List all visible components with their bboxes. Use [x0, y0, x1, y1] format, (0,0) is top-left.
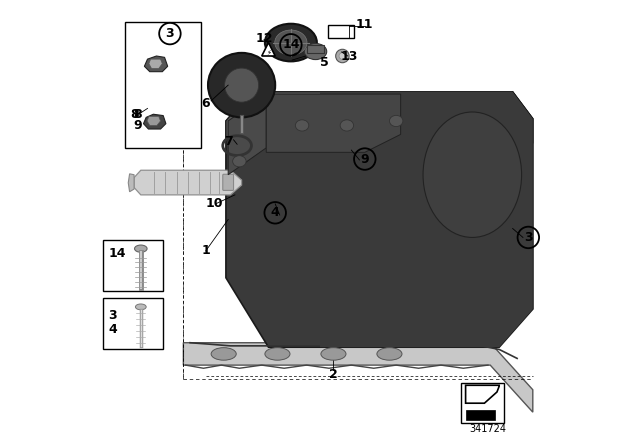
Polygon shape [262, 43, 275, 56]
Ellipse shape [134, 245, 147, 252]
Ellipse shape [233, 155, 246, 167]
FancyBboxPatch shape [125, 22, 202, 148]
Text: 3: 3 [524, 231, 532, 244]
Ellipse shape [423, 112, 522, 237]
Polygon shape [328, 25, 353, 38]
Text: 1: 1 [202, 244, 210, 258]
Text: 9: 9 [360, 152, 369, 166]
Polygon shape [128, 174, 134, 192]
Text: 14: 14 [282, 38, 300, 52]
Text: 13: 13 [340, 49, 358, 63]
Ellipse shape [377, 348, 402, 360]
Polygon shape [266, 94, 401, 152]
Polygon shape [143, 114, 166, 129]
Ellipse shape [340, 120, 354, 131]
Polygon shape [320, 92, 533, 347]
Text: 14: 14 [109, 246, 126, 260]
Text: 2: 2 [329, 367, 338, 381]
Ellipse shape [321, 348, 346, 360]
Ellipse shape [296, 120, 309, 131]
Ellipse shape [208, 53, 275, 117]
Polygon shape [466, 385, 499, 403]
Ellipse shape [136, 304, 146, 310]
Text: 3: 3 [166, 27, 174, 40]
Ellipse shape [275, 30, 307, 55]
Text: 4: 4 [109, 323, 117, 336]
Text: 6: 6 [202, 96, 210, 110]
Text: 11: 11 [356, 18, 374, 31]
Polygon shape [145, 56, 168, 72]
Ellipse shape [265, 24, 317, 61]
Circle shape [339, 53, 346, 60]
FancyBboxPatch shape [103, 298, 163, 349]
Polygon shape [504, 92, 533, 309]
Text: ⚡: ⚡ [266, 50, 271, 56]
Text: 3: 3 [109, 309, 117, 323]
Polygon shape [184, 343, 533, 412]
Text: 12: 12 [255, 31, 273, 45]
FancyBboxPatch shape [466, 410, 495, 420]
Polygon shape [226, 92, 533, 347]
Ellipse shape [211, 348, 236, 360]
Circle shape [336, 49, 349, 63]
Text: 8: 8 [133, 108, 142, 121]
Text: 7: 7 [224, 134, 232, 148]
Text: 4: 4 [271, 206, 280, 220]
Polygon shape [228, 94, 266, 175]
Polygon shape [147, 116, 161, 125]
Ellipse shape [225, 68, 259, 102]
Polygon shape [307, 45, 324, 53]
Text: 341724: 341724 [470, 424, 506, 434]
Text: 9: 9 [133, 119, 142, 132]
Text: 8: 8 [130, 108, 138, 121]
FancyBboxPatch shape [223, 174, 234, 190]
Polygon shape [226, 92, 533, 143]
Polygon shape [149, 59, 163, 69]
Ellipse shape [389, 116, 403, 127]
Ellipse shape [265, 348, 290, 360]
FancyBboxPatch shape [461, 383, 504, 423]
Polygon shape [134, 170, 242, 195]
FancyBboxPatch shape [103, 240, 163, 291]
Text: 10: 10 [206, 197, 223, 211]
Text: 5: 5 [320, 56, 329, 69]
Ellipse shape [305, 43, 326, 60]
